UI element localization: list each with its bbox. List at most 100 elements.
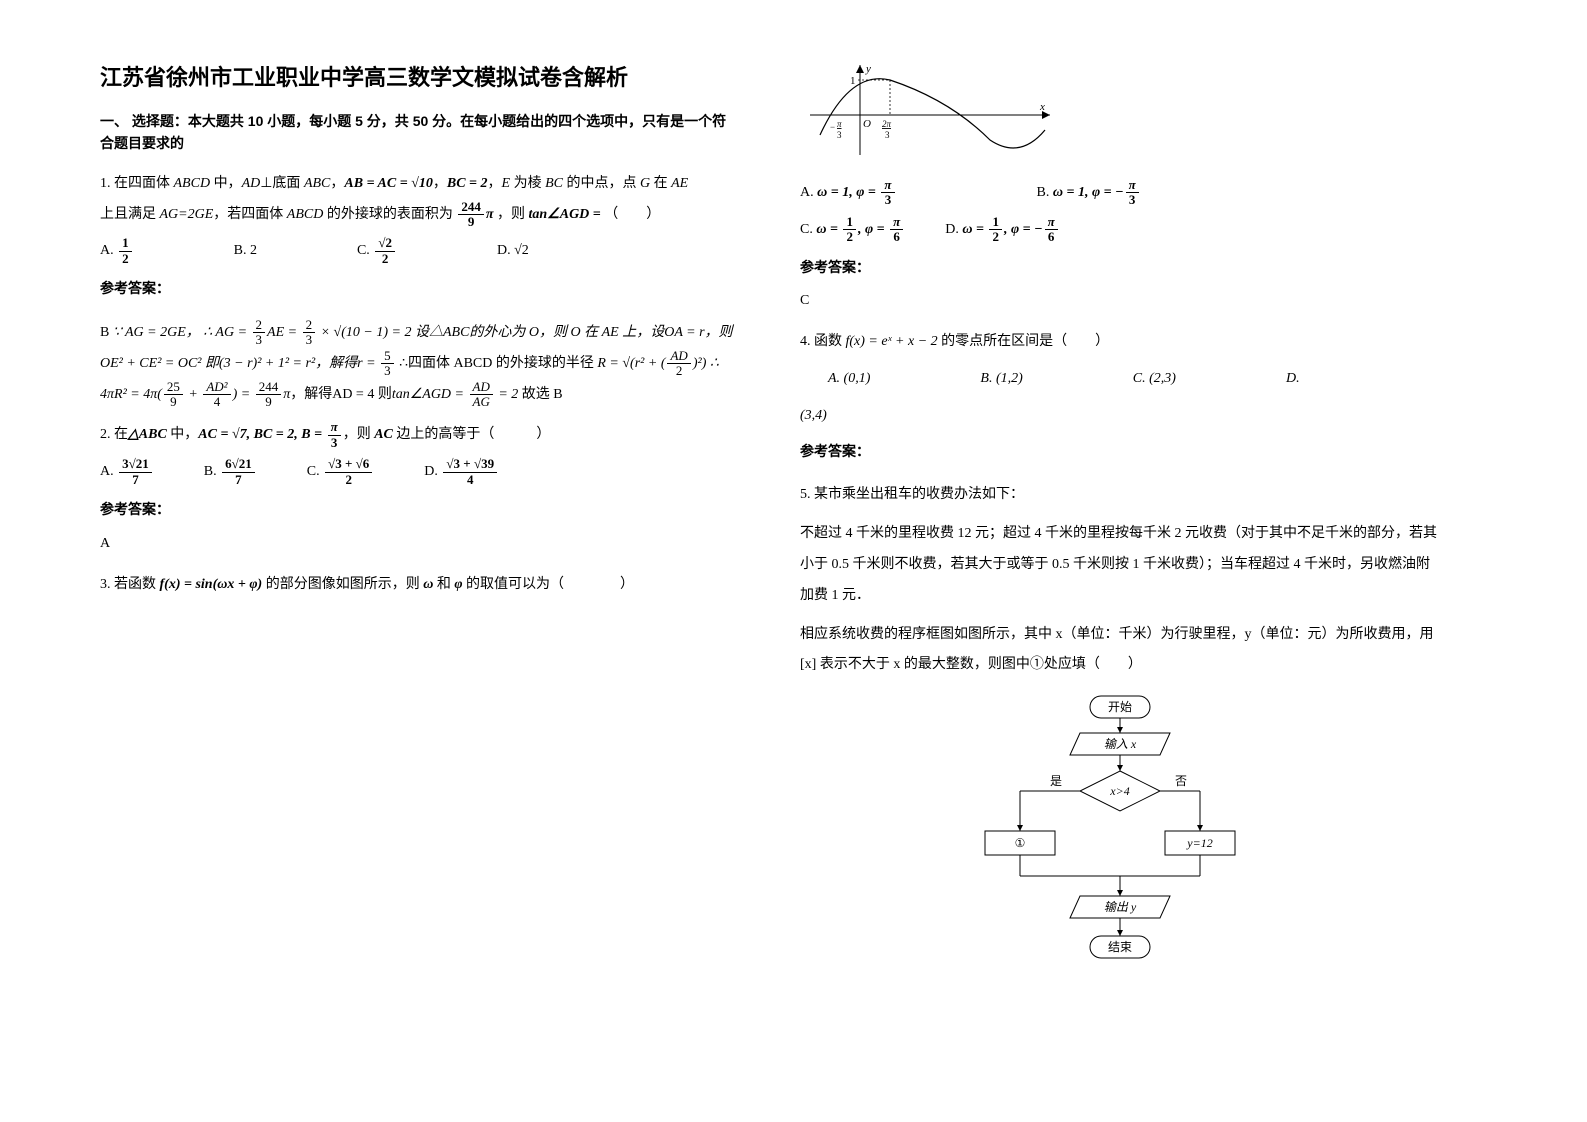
q1-w1: × √(10 − 1) = 2 — [317, 325, 411, 340]
q1-abcd: ABCD — [174, 176, 211, 191]
q1-t: 在 — [650, 176, 671, 191]
q2-optD: D. √3 + √394 — [424, 457, 499, 488]
question-3-options: A. ω = 1, φ = π3 B. ω = 1, φ = −π3 C. ω … — [800, 172, 1440, 317]
frac-num: π — [881, 178, 894, 193]
frac-num: AD² — [203, 380, 230, 395]
frac-den: 4 — [464, 473, 477, 487]
frac-num: π — [328, 420, 341, 435]
flow-box1: ① — [1015, 836, 1026, 850]
question-1: 1. 在四面体 ABCD 中，AD⊥底面 ABC，AB = AC = √10，B… — [100, 169, 740, 308]
q1-ans-letter: B — [100, 325, 109, 340]
frac-num: 244 — [458, 200, 484, 215]
opt-label: A. — [800, 185, 817, 200]
frac-num: AD — [470, 380, 493, 395]
q1-t: ，则 — [497, 207, 529, 222]
q4-optC: C. (2,3) — [1133, 364, 1176, 395]
q1-t: 的中点，点 — [563, 176, 640, 191]
q3-optC: C. ω = 12, φ = π6 — [800, 215, 905, 246]
q1-t: 的外接球的表面积为 — [323, 207, 456, 222]
q1-e: E — [502, 176, 511, 191]
q1-optB: B. 2 — [234, 236, 257, 267]
q3-pre: 3. 若函数 — [100, 577, 160, 592]
frac-num: 6√21 — [222, 457, 255, 472]
frac-num: π — [1126, 178, 1139, 193]
frac-den: 2 — [119, 252, 132, 266]
q2-t: 边上的高等于（ ） — [393, 427, 551, 442]
q1-w4: ∴四面体 ABCD 的外接球的半径 — [399, 356, 597, 371]
frac-num: π — [890, 215, 903, 230]
q5-l1: 5. 某市乘坐出租车的收费办法如下： — [800, 480, 1440, 511]
frac-den: 9 — [167, 395, 180, 409]
q2-optC: C. √3 + √62 — [307, 457, 375, 488]
frac-den: 2 — [843, 230, 856, 244]
q1-w1: ∴ AG = — [203, 325, 250, 340]
q1-t: ， — [330, 176, 344, 191]
graph-o: O — [863, 118, 871, 130]
frac-den: 3 — [328, 436, 341, 450]
q4-optD-label: D. — [1286, 364, 1300, 395]
q1-w6: = 2 — [495, 387, 518, 402]
q1-w6: 则 — [378, 387, 392, 402]
flow-cond: x>4 — [1109, 784, 1129, 798]
q3-t: 的取值可以为（ ） — [463, 577, 635, 592]
opt-label: C. — [357, 243, 373, 258]
q1-w5: ) = — [233, 387, 254, 402]
q1-g: G — [640, 176, 650, 191]
q2-t: 中， — [167, 427, 199, 442]
frac-den: 7 — [232, 473, 245, 487]
graph-x: x — [1039, 101, 1045, 113]
opt-eq: , φ = — [858, 222, 888, 237]
frac-den: AG — [470, 395, 493, 409]
q2-ans-letter: A — [100, 529, 740, 560]
question-4: 4. 函数 f(x) = eˣ + x − 2 的零点所在区间是（ ） A. (… — [800, 327, 1440, 470]
frac-num: π — [1045, 215, 1058, 230]
opt-eq: ω = — [816, 222, 841, 237]
q2-eq: AC = √7, BC = 2, B = — [198, 427, 325, 442]
frac-den: 2 — [989, 230, 1002, 244]
q4-optD-value: (3,4) — [800, 401, 1440, 432]
q3-sine-graph: 1 y x O − π 3 2π 3 — [800, 60, 1060, 160]
frac-den: 2 — [673, 364, 686, 378]
q2-pre: 2. 在 — [100, 427, 128, 442]
q1-abcd2: ABCD — [287, 207, 324, 222]
left-column: 江苏省徐州市工业职业中学高三数学文模拟试卷含解析 一、 选择题：本大题共 10 … — [100, 60, 740, 1062]
q1-text: 1. 在四面体 — [100, 176, 174, 191]
q2-options: A. 3√217 B. 6√217 C. √3 + √62 D. √3 + √3… — [100, 457, 740, 488]
q3-opts-row2: C. ω = 12, φ = π6 D. ω = 12, φ = −π6 — [800, 215, 1440, 246]
q3-f: f(x) = sin(ωx + φ) — [160, 577, 263, 592]
graph-t2n: 2π — [882, 119, 892, 129]
question-5: 5. 某市乘坐出租车的收费办法如下： 不超过 4 千米的里程收费 12 元；超过… — [800, 480, 1440, 1001]
q1-eq1: AB = AC = √10 — [344, 176, 432, 191]
q3-optB: B. ω = 1, φ = −π3 — [1037, 178, 1141, 209]
q1-ag: AG=2GE — [160, 207, 214, 222]
frac-den: 3 — [253, 333, 266, 347]
frac-num: 3√21 — [119, 457, 152, 472]
graph-t1d: 3 — [837, 130, 842, 140]
q4-mid: 的零点所在区间是（ ） — [938, 334, 1110, 349]
q1-w4: )²) — [693, 356, 707, 371]
q4-pre: 4. 函数 — [800, 334, 846, 349]
q5-flowchart: 开始 输入 x x>4 是 ① 否 y=12 — [970, 691, 1270, 991]
q1-t: 为棱 — [510, 176, 545, 191]
q1-t: 上且满足 — [100, 207, 160, 222]
q3-opts-row1: A. ω = 1, φ = π3 B. ω = 1, φ = −π3 — [800, 178, 1440, 209]
frac-den: 3 — [1126, 193, 1139, 207]
frac-num: 1 — [119, 236, 132, 251]
q3-w: ω — [423, 577, 433, 592]
q1-w1: ∵ AG = 2GE， — [113, 325, 200, 340]
frac-den: 3 — [882, 193, 895, 207]
q1-ad: AD — [242, 176, 261, 191]
opt-label: C. — [307, 464, 323, 479]
opt-label: D. — [945, 222, 962, 237]
opt-eq: ω = — [962, 222, 987, 237]
q1-tan: tan∠AGD = — [529, 207, 605, 222]
flow-output: 输出 y — [1104, 900, 1137, 914]
frac-den: 4 — [211, 395, 224, 409]
flow-box2: y=12 — [1186, 836, 1212, 850]
frac-num: 2 — [253, 318, 266, 333]
q1-surface-frac: 2449 — [458, 200, 484, 230]
opt-label: A. — [100, 243, 117, 258]
answer-label: 参考答案： — [800, 436, 1440, 467]
frac-den: 9 — [465, 215, 478, 229]
q1-answer: B ∵ AG = 2GE， ∴ AG = 23AE = 23 × √(10 − … — [100, 318, 740, 410]
